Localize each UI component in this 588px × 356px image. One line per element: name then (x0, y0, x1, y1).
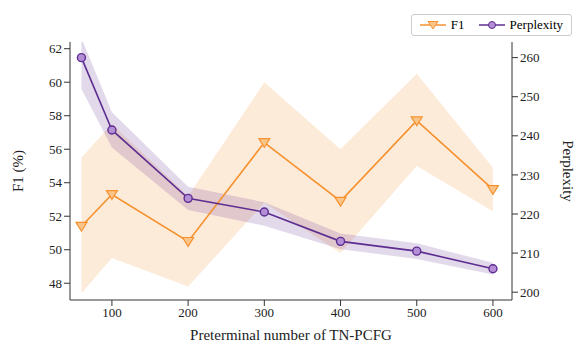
svg-text:100: 100 (102, 305, 122, 320)
svg-text:250: 250 (520, 89, 540, 104)
svg-text:200: 200 (178, 305, 198, 320)
svg-text:210: 210 (520, 246, 540, 261)
svg-text:F1 (%): F1 (%) (10, 150, 27, 192)
svg-text:50: 50 (49, 242, 62, 257)
svg-text:220: 220 (520, 207, 540, 222)
svg-text:58: 58 (49, 108, 62, 123)
svg-text:400: 400 (331, 305, 351, 320)
svg-text:Perplexity: Perplexity (560, 140, 576, 202)
svg-text:260: 260 (520, 50, 540, 65)
svg-text:56: 56 (49, 142, 63, 157)
svg-text:200: 200 (520, 285, 540, 300)
svg-text:62: 62 (49, 41, 62, 56)
svg-text:500: 500 (407, 305, 427, 320)
svg-text:240: 240 (520, 128, 540, 143)
svg-text:230: 230 (520, 168, 540, 183)
svg-text:Preterminal number of TN-PCFG: Preterminal number of TN-PCFG (190, 327, 392, 343)
html-text:F1: F1 (450, 17, 465, 32)
html-text:Perplexity: Perplexity (509, 17, 563, 32)
svg-text:300: 300 (255, 305, 275, 320)
svg-text:52: 52 (49, 209, 62, 224)
svg-text:600: 600 (483, 305, 503, 320)
svg-text:60: 60 (49, 75, 62, 90)
svg-text:48: 48 (49, 276, 62, 291)
svg-text:54: 54 (49, 175, 63, 190)
